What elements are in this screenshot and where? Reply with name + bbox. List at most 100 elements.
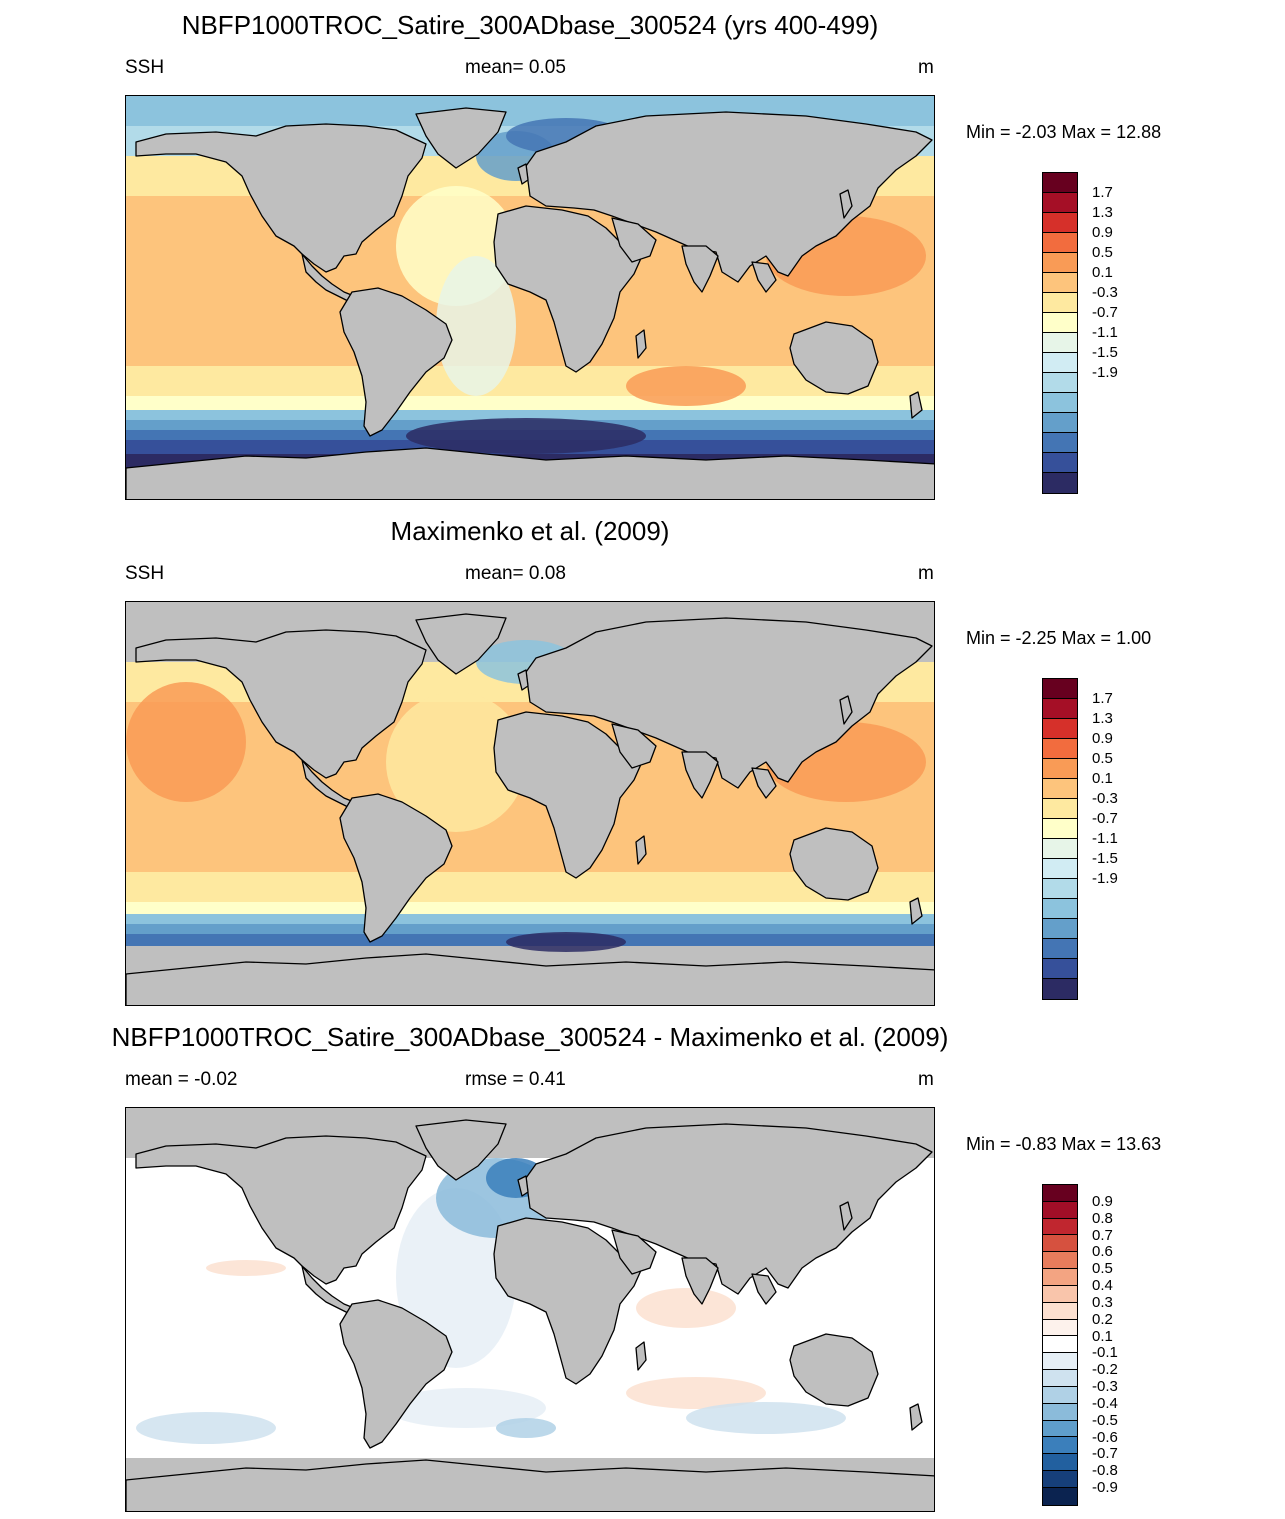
landmass-india (681, 751, 719, 799)
landmass-northAmerica (135, 123, 427, 273)
ssh-anomaly-region (626, 1377, 766, 1409)
ssh-diff-map (125, 1107, 935, 1512)
colorbar-swatch (1043, 233, 1077, 253)
units-label: m (918, 563, 934, 584)
landmass-greenland (415, 613, 507, 675)
ssh-anomaly-region (136, 1412, 276, 1444)
colorbar-tick-label: -0.7 (1092, 1445, 1118, 1463)
colorbar-tick-label: -1.9 (1092, 364, 1118, 381)
colorbar-tick-label: 0.3 (1092, 1293, 1113, 1311)
colorbar-swatch (1043, 819, 1077, 839)
min-max-readout: Min = -2.03 Max = 12.88 (966, 122, 1162, 142)
landmass-japan (839, 189, 853, 219)
colorbar-swatch (1043, 1454, 1077, 1472)
colorbar-tick-label: 1.3 (1092, 710, 1113, 727)
colorbar-swatch (1043, 293, 1077, 313)
landmass-madagascar (635, 329, 647, 359)
colorbar-swatch (1043, 959, 1077, 979)
colorbar-swatch (1043, 1252, 1077, 1270)
ssh-map (125, 601, 935, 1006)
colorbar (1042, 678, 1078, 1000)
colorbar-tick-label: 1.7 (1092, 690, 1113, 707)
colorbar-tick-label: -1.1 (1092, 830, 1118, 847)
landmass-antarctica (126, 953, 934, 1005)
colorbar-swatch (1043, 1403, 1077, 1421)
colorbar-tick-label: 0.5 (1092, 750, 1113, 767)
landmass-seAsia (751, 1273, 777, 1305)
colorbar-tick-label: 0.7 (1092, 1226, 1113, 1244)
colorbar-swatch (1043, 779, 1077, 799)
landmass-africa (493, 205, 643, 373)
colorbar-tick-label: 0.1 (1092, 1327, 1113, 1345)
colorbar-tick-label: 1.3 (1092, 204, 1113, 221)
colorbar-swatch (1043, 1218, 1077, 1236)
colorbar-tick-label: -0.3 (1092, 284, 1118, 301)
landmass-greenland (415, 107, 507, 169)
colorbar-swatch (1043, 333, 1077, 353)
colorbar (1042, 172, 1078, 494)
landmass-australia (789, 1333, 879, 1407)
colorbar-swatch (1043, 213, 1077, 233)
center-label: mean= 0.05 (465, 57, 566, 78)
ssh-map-svg (126, 96, 934, 499)
landmass-newZealand (909, 897, 923, 925)
landmass-arabia (611, 723, 657, 769)
colorbar-swatch (1043, 1386, 1077, 1404)
colorbar-tick-label: 0.4 (1092, 1277, 1113, 1295)
landmass-greenland (415, 1119, 507, 1181)
ssh-anomaly-region (436, 256, 516, 396)
left-label: SSH (125, 57, 165, 78)
ssh-map-svg (126, 602, 934, 1005)
panel-title: NBFP1000TROC_Satire_300ADbase_300524 - M… (111, 1022, 949, 1052)
colorbar-swatch (1043, 253, 1077, 273)
landmass-southAmerica (339, 1299, 453, 1449)
colorbar-swatch (1043, 979, 1077, 999)
colorbar-swatch (1043, 1487, 1077, 1505)
landmass-africa (493, 1217, 643, 1385)
landmass-japan (839, 1201, 853, 1231)
colorbar-swatch (1043, 1201, 1077, 1219)
ssh-band (126, 902, 934, 914)
colorbar-tick-label: -0.7 (1092, 304, 1118, 321)
colorbar-tick-label: -1.5 (1092, 850, 1118, 867)
landmass-newZealand (909, 391, 923, 419)
colorbar-swatch (1043, 859, 1077, 879)
colorbar-swatch (1043, 1269, 1077, 1286)
colorbar-swatch (1043, 1319, 1077, 1337)
colorbar-swatch (1043, 799, 1077, 819)
center-label: mean= 0.08 (465, 563, 566, 584)
colorbar-tick-label: -0.5 (1092, 1411, 1118, 1429)
colorbar-tick-label: 0.8 (1092, 1209, 1113, 1227)
ssh-anomaly-region (406, 418, 646, 454)
ssh-anomaly-region (386, 1388, 546, 1428)
colorbar-swatch (1043, 759, 1077, 779)
landmass-madagascar (635, 1341, 647, 1371)
landmass-antarctica (126, 447, 934, 499)
colorbar-tick-label: 0.5 (1092, 1260, 1113, 1278)
colorbar-swatch (1043, 899, 1077, 919)
colorbar-swatch (1043, 433, 1077, 453)
colorbar-tick-label: -1.9 (1092, 870, 1118, 887)
landmass-japan (839, 695, 853, 725)
units-label: m (918, 1069, 934, 1090)
landmass-antarctica (126, 1459, 934, 1511)
colorbar-swatch (1043, 1235, 1077, 1253)
ssh-anomaly-region (386, 692, 526, 832)
colorbar-swatch (1043, 473, 1077, 493)
landmass-india (681, 1257, 719, 1305)
panel-title: NBFP1000TROC_Satire_300ADbase_300524 (yr… (181, 10, 879, 40)
colorbar-tick-label: -0.3 (1092, 1378, 1118, 1396)
landmass-australia (789, 321, 879, 395)
landmass-southAmerica (339, 793, 453, 943)
colorbar-swatch (1043, 373, 1077, 393)
colorbar-tick-label: 0.2 (1092, 1310, 1113, 1328)
landmass-arabia (611, 1229, 657, 1275)
min-max-readout: Min = -0.83 Max = 13.63 (966, 1134, 1162, 1154)
colorbar-tick-label: -1.5 (1092, 344, 1118, 361)
ssh-map-svg (126, 1108, 934, 1511)
colorbar-tick-label: -0.1 (1092, 1344, 1118, 1362)
colorbar-swatch (1043, 1302, 1077, 1320)
colorbar-tick-label: -0.8 (1092, 1462, 1118, 1480)
colorbar-swatch (1043, 393, 1077, 413)
center-label: rmse = 0.41 (465, 1069, 566, 1090)
